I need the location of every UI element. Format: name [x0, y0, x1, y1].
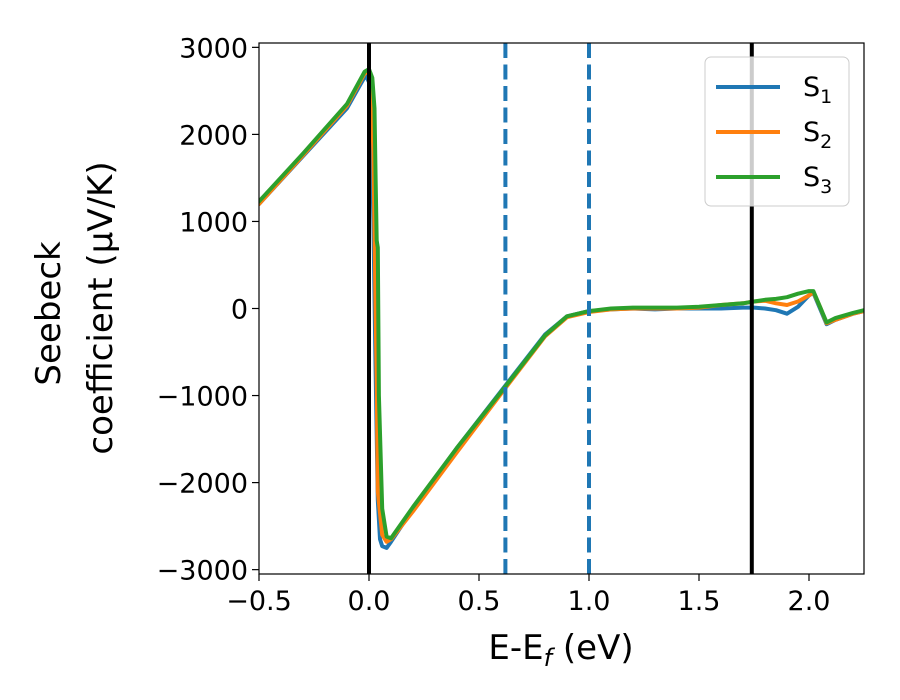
- legend-label-s2: S2: [803, 117, 832, 153]
- legend-label-s1: S1: [803, 72, 832, 108]
- y-tick-label: −1000: [157, 382, 248, 413]
- y-tick-label: −3000: [157, 556, 248, 587]
- y-tick-label: 2000: [179, 120, 248, 151]
- x-tick-label: 0.0: [348, 586, 391, 617]
- y-tick-label: 3000: [179, 33, 248, 64]
- legend-label-s3: S3: [803, 162, 832, 198]
- legend: S1 S2 S3: [704, 56, 850, 207]
- y-tick-label: −2000: [157, 469, 248, 500]
- y-axis-label-line2: coefficient (μV/K): [81, 161, 121, 454]
- x-tick-label: 1.0: [568, 586, 611, 617]
- y-tick-label: 0: [231, 295, 248, 326]
- x-axis-label-main: E-E: [488, 628, 543, 668]
- x-tick-label: 2.0: [788, 586, 831, 617]
- axis-ticks: −0.5 0.0 0.5 1.0 1.5 2.0 −3000 −2000 −1000 0 1000 2…: [157, 33, 831, 617]
- x-tick-label: −0.5: [226, 586, 292, 617]
- y-tick-label: 1000: [179, 207, 248, 238]
- x-axis-label: E-Ef (eV): [488, 628, 633, 672]
- y-axis-label: Seebeck coefficient (μV/K): [29, 161, 121, 454]
- x-axis-label-unit: (eV): [552, 628, 634, 668]
- y-axis-label-line1: Seebeck: [29, 241, 69, 386]
- x-tick-label: 0.5: [458, 586, 501, 617]
- x-tick-label: 1.5: [678, 586, 721, 617]
- legend-items: S1 S2 S3: [716, 72, 832, 198]
